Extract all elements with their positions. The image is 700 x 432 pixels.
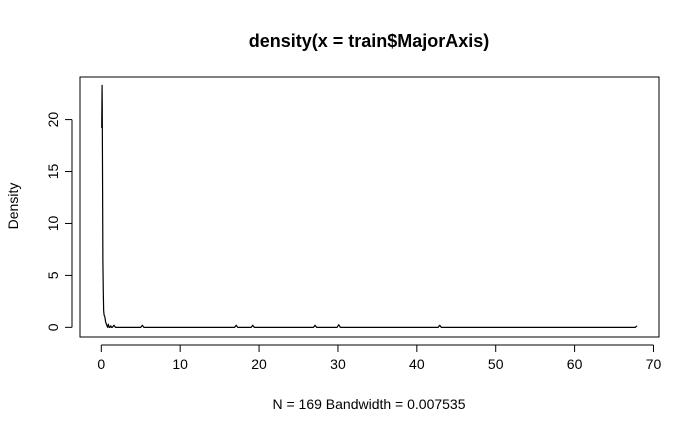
x-axis-label: N = 169 Bandwidth = 0.007535 [272, 396, 465, 412]
x-tick-label: 60 [567, 356, 583, 372]
y-tick-label: 0 [45, 323, 61, 331]
y-tick-label: 20 [45, 112, 61, 128]
y-tick-label: 10 [45, 215, 61, 231]
x-axis: 0 10 20 30 40 50 60 70 [97, 344, 662, 372]
x-tick-label: 30 [330, 356, 346, 372]
y-tick-label: 5 [45, 271, 61, 279]
x-tick-label: 50 [488, 356, 504, 372]
y-tick-label: 15 [45, 164, 61, 180]
plot-frame [79, 76, 660, 338]
x-tick-label: 10 [172, 356, 188, 372]
x-tick-label: 20 [251, 356, 267, 372]
series-layer [101, 84, 638, 328]
y-axis: 0 5 10 15 20 [45, 112, 73, 331]
x-tick-label: 70 [646, 356, 662, 372]
x-tick-label: 40 [409, 356, 425, 372]
chart-title: density(x = train$MajorAxis) [249, 31, 490, 51]
density-curve [101, 84, 638, 328]
x-tick-label: 0 [97, 356, 105, 372]
y-axis-label: Density [5, 183, 21, 230]
